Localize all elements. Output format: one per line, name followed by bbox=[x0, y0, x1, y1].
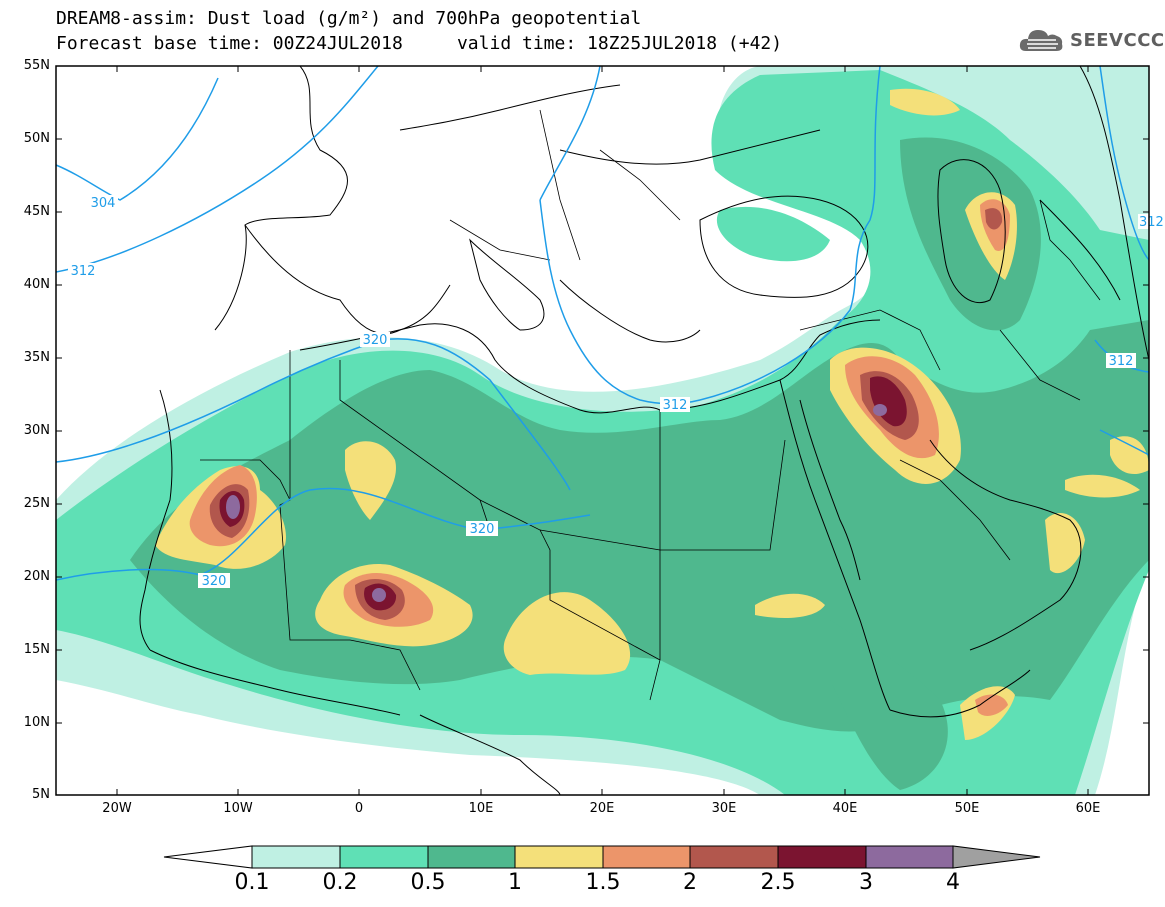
colorbar-label: 1 bbox=[508, 870, 522, 895]
colorbar-label: 1.5 bbox=[585, 870, 621, 895]
cloud-icon bbox=[1019, 30, 1063, 51]
lon-tick-label: 10W bbox=[223, 801, 253, 816]
contour-label: 312 bbox=[1109, 354, 1134, 369]
lat-tick-label: 10N bbox=[23, 715, 50, 730]
lon-tick-label: 50E bbox=[954, 801, 980, 816]
lat-tick-label: 40N bbox=[23, 277, 50, 292]
colorbar-segment bbox=[602, 845, 691, 869]
lat-tick-label: 20N bbox=[23, 569, 50, 584]
colorbar-label: 3 bbox=[859, 870, 873, 895]
contour-label: 312 bbox=[663, 398, 688, 413]
contour-label: 312 bbox=[1139, 215, 1164, 230]
map-title: DREAM8-assim: Dust load (g/m²) and 700hP… bbox=[56, 8, 642, 29]
colorbar-segment bbox=[952, 845, 1041, 869]
lat-tick-label: 15N bbox=[23, 642, 50, 657]
colorbar-label: 0.5 bbox=[410, 870, 446, 895]
lat-tick-label: 30N bbox=[23, 423, 50, 438]
geopotential-contours bbox=[56, 66, 1149, 581]
seevccc-logo: SEEVCCC bbox=[1018, 24, 1165, 56]
lon-tick-label: 30E bbox=[711, 801, 737, 816]
colorbar-segment bbox=[339, 845, 429, 869]
contour-label: 320 bbox=[202, 574, 227, 589]
lon-tick-label: 0 bbox=[354, 801, 364, 816]
lat-tick-label: 35N bbox=[23, 350, 50, 365]
lat-tick-label: 5N bbox=[32, 787, 50, 802]
colorbar-label: 0.2 bbox=[322, 870, 358, 895]
contour-labels: 304 312 320 312 320 320 312 312 bbox=[68, 195, 1164, 589]
contour-label: 312 bbox=[71, 264, 96, 279]
country-borders bbox=[200, 109, 1101, 701]
dust-field bbox=[56, 66, 1149, 795]
lat-tick-label: 55N bbox=[23, 58, 50, 73]
colorbar-segment bbox=[427, 845, 516, 869]
contour-label: 304 bbox=[91, 196, 116, 211]
colorbar-label: 4 bbox=[946, 870, 960, 895]
lat-tick-label: 45N bbox=[23, 204, 50, 219]
lon-tick-label: 20W bbox=[102, 801, 132, 816]
contour-label: 320 bbox=[470, 522, 495, 537]
lon-tick-label: 10E bbox=[468, 801, 494, 816]
lon-tick-label: 60E bbox=[1075, 801, 1101, 816]
contour-label: 320 bbox=[363, 333, 388, 348]
lon-tick-label: 20E bbox=[589, 801, 615, 816]
colorbar-segment bbox=[777, 845, 867, 869]
lon-tick-label: 40E bbox=[832, 801, 858, 816]
lat-tick-label: 50N bbox=[23, 131, 50, 146]
colorbar-segment bbox=[514, 845, 604, 869]
forecast-time-line: Forecast base time: 00Z24JUL2018 valid t… bbox=[56, 33, 783, 54]
colorbar-label: 2 bbox=[683, 870, 697, 895]
colorbar-segment bbox=[689, 845, 779, 869]
colorbar-segment bbox=[163, 845, 253, 869]
colorbar-segment bbox=[251, 845, 341, 869]
colorbar-label: 0.1 bbox=[234, 870, 270, 895]
axis-ticks bbox=[56, 65, 1149, 795]
colorbar bbox=[163, 845, 1041, 869]
colorbar-label: 2.5 bbox=[760, 870, 796, 895]
colorbar-segment bbox=[865, 845, 954, 869]
lat-tick-label: 25N bbox=[23, 496, 50, 511]
logo-text: SEEVCCC bbox=[1070, 29, 1165, 51]
